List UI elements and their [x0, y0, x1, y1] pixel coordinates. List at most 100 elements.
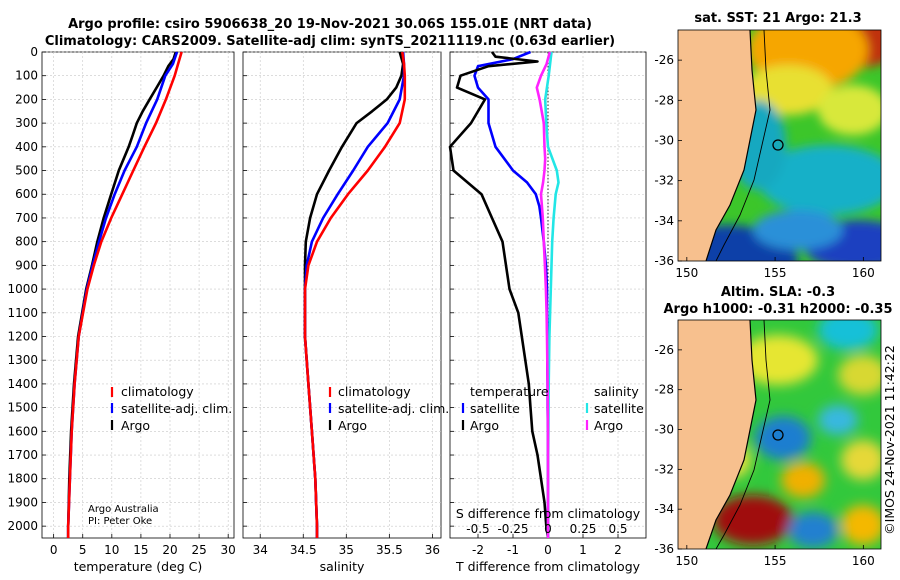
x-tick-label: 0 [544, 543, 552, 557]
sla-high [738, 335, 818, 385]
x-tick-label: 20 [162, 543, 177, 557]
series-line-climatology [66, 51, 183, 538]
isobath [715, 30, 771, 261]
series-line-s-argo [535, 51, 552, 538]
depth-tick-label: 1100 [7, 306, 38, 320]
legend-label-climatology: climatology [338, 384, 411, 399]
depth-tick-label: 1600 [7, 424, 38, 438]
depth-tick-label: 1400 [7, 377, 38, 391]
coastline [705, 30, 757, 261]
salinity-xlabel: salinity [320, 559, 365, 574]
timestamp: ©IMOS 24-Nov-2021 11:42:22 [882, 345, 897, 535]
x-tick-label: 25 [191, 543, 206, 557]
x-tick-label: 34.5 [290, 543, 317, 557]
depth-tick-label: 300 [15, 116, 38, 130]
x-tick-label: 34 [253, 543, 268, 557]
depth-tick-label: 1800 [7, 472, 38, 486]
sla-map-canvas [678, 320, 881, 549]
x-tick-label: -2 [472, 543, 484, 557]
series-line-climatology [303, 51, 407, 538]
sla-high [841, 440, 881, 480]
depth-tick-label: 1300 [7, 353, 38, 367]
x-tick-label: 10 [104, 543, 119, 557]
title-line1: Argo profile: csiro 5906638_20 19-Nov-20… [68, 17, 592, 32]
difference-legend: temperature salinity satellite Argo sate… [461, 384, 644, 433]
map-y-tick-label: -30 [654, 423, 674, 437]
top-tick-label: 0.5 [608, 522, 627, 536]
x-tick-label: 1 [579, 543, 587, 557]
depth-tick-label: 1900 [7, 495, 38, 509]
credit-line1: Argo Australia [88, 504, 159, 515]
depth-tick-label: 600 [15, 187, 38, 201]
sla-low [818, 405, 858, 435]
warm-patch [818, 85, 881, 135]
depth-tick-label: 700 [15, 211, 38, 225]
sla-map-title: Altim. SLA: -0.3 [721, 285, 835, 300]
sla-map-subtitle: Argo h1000: -0.31 h2000: -0.35 [663, 302, 892, 317]
legend-label-s-argo: Argo [594, 418, 623, 433]
depth-tick-label: 1700 [7, 448, 38, 462]
map-x-tick-label: 155 [764, 554, 787, 568]
x-tick-label: 36 [425, 543, 440, 557]
x-tick-label: 5 [79, 543, 87, 557]
map-y-tick-label: -34 [654, 214, 674, 228]
depth-tick-label: 0 [30, 45, 38, 59]
x-tick-label: 30 [221, 543, 236, 557]
x-tick-label: 15 [133, 543, 148, 557]
sla-high [838, 355, 881, 395]
float-marker [772, 429, 784, 441]
salinity-legend: climatology satellite-adj. clim. Argo [328, 384, 449, 433]
top-tick-label: 0 [544, 522, 552, 536]
sla-map [677, 319, 882, 550]
legend-label-argo: Argo [338, 418, 367, 433]
x-tick-label: 35 [339, 543, 354, 557]
cool-patch [753, 210, 843, 250]
sla-very-high [713, 495, 793, 545]
sla-low [788, 512, 838, 548]
legend-title-temperature: temperature [470, 384, 549, 399]
top-tick-label: -0.25 [497, 522, 528, 536]
depth-tick-label: 1500 [7, 401, 38, 415]
depth-tick-label: 1000 [7, 282, 38, 296]
float-marker [772, 139, 784, 151]
temperature-axes [41, 51, 235, 539]
sst-map [677, 29, 882, 262]
legend-label-t-argo: Argo [470, 418, 499, 433]
x-tick-label: 35.5 [376, 543, 403, 557]
australia-land [678, 320, 756, 549]
difference-xlabel: T difference from climatology [455, 559, 641, 574]
legend-title-salinity: salinity [594, 384, 639, 399]
legend-label-satellite: satellite-adj. clim. [338, 401, 449, 416]
australia-land [678, 30, 756, 261]
title-line2: Climatology: CARS2009. Satellite-adj cli… [45, 34, 615, 49]
map-y-tick-label: -32 [654, 174, 674, 188]
map-x-tick-label: 160 [852, 266, 875, 280]
map-x-tick-label: 155 [764, 266, 787, 280]
map-x-tick-label: 150 [675, 266, 698, 280]
isobath [715, 320, 771, 549]
coastline [705, 320, 757, 549]
salinity-axes [242, 51, 442, 539]
map-y-tick-label: -36 [654, 254, 674, 268]
top-tick-label: -0.5 [466, 522, 489, 536]
sla-high [781, 462, 825, 498]
legend-label-climatology: climatology [121, 384, 194, 399]
legend-label-t-satellite: satellite [470, 401, 520, 416]
map-y-tick-label: -26 [654, 343, 674, 357]
sst-map-title: sat. SST: 21 Argo: 21.3 [694, 11, 861, 26]
map-y-tick-label: -34 [654, 502, 674, 516]
depth-tick-label: 100 [15, 69, 38, 83]
legend-label-argo: Argo [121, 418, 150, 433]
depth-tick-label: 200 [15, 92, 38, 106]
legend-label-satellite: satellite-adj. clim. [121, 401, 232, 416]
cool-patch [758, 145, 881, 215]
x-tick-label: 2 [614, 543, 622, 557]
sla-map-frame [677, 319, 882, 550]
x-tick-label: 0 [50, 543, 58, 557]
sla-low [755, 416, 811, 460]
sla-low [818, 320, 878, 350]
depth-tick-label: 800 [15, 235, 38, 249]
sla-high [841, 505, 881, 545]
depth-tick-label: 500 [15, 164, 38, 178]
